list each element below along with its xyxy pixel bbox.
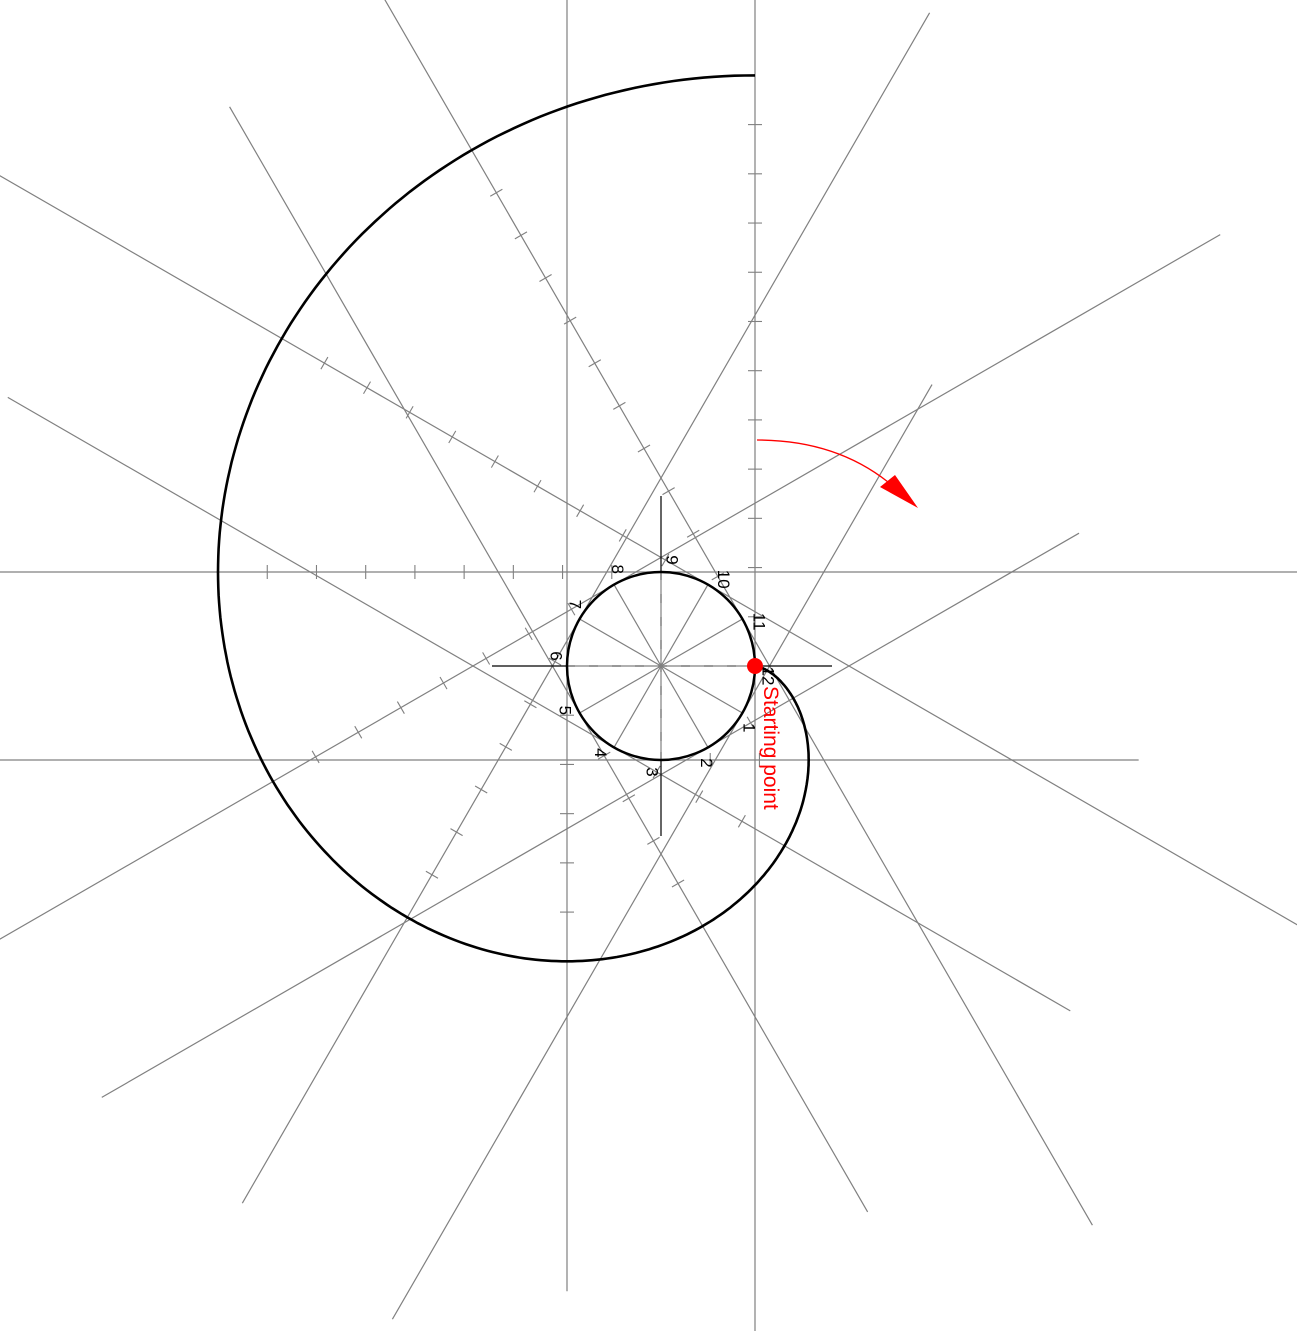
tick-mark (597, 751, 611, 760)
tick-mark (405, 405, 414, 419)
tick-mark (354, 725, 363, 739)
division-label-11: 11 (749, 613, 768, 631)
tick-mark (746, 716, 755, 730)
tick-mark (499, 742, 513, 751)
red-dot-icon (747, 658, 763, 674)
tick-mark (489, 188, 503, 197)
division-label-1: 1 (739, 723, 758, 732)
spoke-2 (660, 665, 709, 748)
tick-mark (548, 657, 562, 666)
tick-mark (448, 430, 457, 444)
tangent-line-1 (391, 384, 933, 1320)
spoke-10 (660, 584, 709, 667)
tick-mark (637, 444, 651, 453)
tangent-line-10 (0, 175, 1297, 926)
tick-mark (613, 401, 626, 410)
tick-mark (524, 627, 533, 641)
tick-mark (652, 765, 661, 779)
division-label-7: 7 (566, 600, 585, 609)
tick-mark (686, 529, 700, 538)
tick-marks (266, 124, 762, 913)
tick-mark (567, 602, 576, 616)
tick-mark (662, 487, 675, 496)
division-label-2: 2 (697, 758, 716, 767)
tick-mark (450, 828, 463, 837)
tangent-line-8 (0, 234, 1221, 940)
tick-mark (363, 381, 371, 395)
tangent-line-2 (101, 532, 1080, 1098)
division-label-10: 10 (714, 570, 733, 589)
tick-mark (539, 274, 552, 282)
tick-mark (311, 750, 320, 764)
tick-mark (576, 504, 585, 518)
tick-mark (711, 572, 725, 581)
tick-mark (737, 814, 746, 828)
tick-mark (320, 356, 329, 370)
spoke-5 (579, 665, 662, 714)
tangent-line-11 (384, 0, 1093, 1226)
tick-mark (533, 479, 542, 493)
tick-mark (563, 316, 577, 325)
involute-curve (216, 74, 811, 963)
tangent-line-4 (7, 396, 1071, 1012)
arrow-head (880, 475, 918, 508)
rotation-arc (756, 439, 889, 483)
tick-mark (425, 870, 439, 879)
base-circle-spokes (567, 572, 755, 760)
tick-mark (396, 701, 405, 714)
division-label-6: 6 (547, 651, 566, 660)
division-label-9: 9 (663, 555, 682, 564)
curved-arrow-icon (756, 439, 918, 508)
tick-mark (647, 836, 660, 845)
division-label-8: 8 (608, 564, 627, 573)
spoke-8 (613, 584, 662, 667)
spoke-4 (613, 665, 662, 748)
division-label-4: 4 (591, 748, 610, 757)
tick-mark (588, 359, 602, 368)
spoke-11 (660, 618, 743, 667)
tick-mark (482, 652, 491, 665)
tick-mark (671, 879, 685, 888)
tick-mark (524, 700, 537, 709)
division-label-12: 12 (759, 667, 778, 686)
spoke-7 (579, 618, 662, 667)
tick-mark (514, 231, 528, 240)
spoke-1 (660, 665, 743, 714)
tick-mark (622, 794, 636, 803)
division-label-3: 3 (643, 767, 662, 776)
division-label-5: 5 (556, 706, 575, 715)
tangent-line-5 (229, 106, 869, 1213)
tick-mark (661, 553, 670, 567)
tick-mark (439, 676, 448, 690)
tick-mark (618, 529, 627, 542)
tick-mark (695, 790, 704, 803)
tick-mark (474, 785, 488, 794)
starting-point-label: Starting point (759, 686, 782, 810)
tick-mark (490, 455, 499, 468)
